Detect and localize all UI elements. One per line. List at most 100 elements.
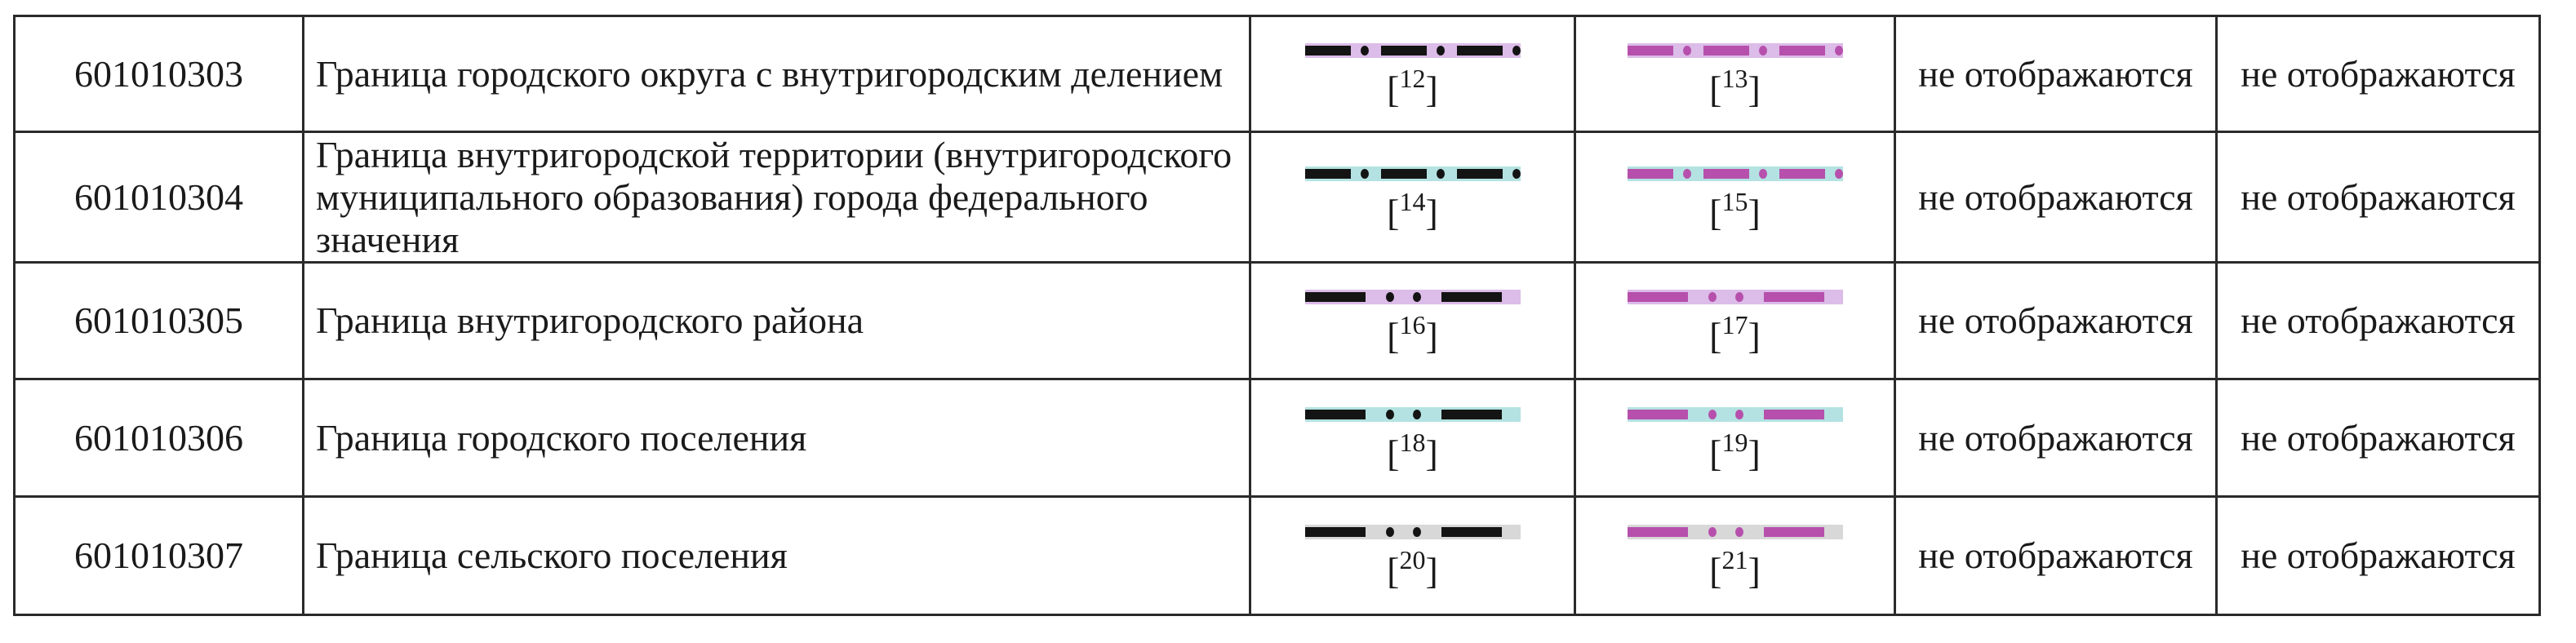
footnote-reference: [21] bbox=[1709, 545, 1761, 592]
footnote-reference: [12] bbox=[1387, 63, 1438, 110]
symbol-dot bbox=[1385, 292, 1394, 302]
symbol-dot bbox=[1708, 292, 1717, 302]
symbol-dash bbox=[1763, 409, 1824, 419]
symbol-dash bbox=[1763, 292, 1824, 302]
symbol2-cell: [17] bbox=[1574, 261, 1896, 380]
line-symbol: [18] bbox=[1251, 404, 1574, 472]
line-symbol: [21] bbox=[1576, 521, 1894, 590]
code-cell: 601010305 bbox=[13, 261, 304, 380]
symbol-dash bbox=[1441, 409, 1502, 419]
symbol-dash bbox=[1763, 527, 1824, 537]
symbol-dot bbox=[1385, 409, 1394, 419]
footnote-reference: [14] bbox=[1387, 186, 1438, 233]
symbol-dash bbox=[1779, 168, 1825, 179]
symbol2-cell: [15] bbox=[1574, 131, 1896, 264]
symbol-dot bbox=[1682, 45, 1691, 55]
symbol1-cell: [16] bbox=[1249, 261, 1576, 380]
table-row: 601010305 Граница внутригородского района… bbox=[13, 261, 2541, 380]
symbol1-cell: [12] bbox=[1249, 15, 1576, 133]
symbol2-cell: [21] bbox=[1574, 495, 1896, 616]
col5-cell: не отображаются bbox=[2215, 378, 2541, 498]
col5-cell: не отображаются bbox=[2215, 261, 2541, 380]
boundary-line-symbol bbox=[1304, 525, 1521, 539]
footnote-number: 20 bbox=[1399, 545, 1426, 574]
symbol-dash bbox=[1380, 45, 1427, 55]
table-row: 601010304 Граница внутригородской террито… bbox=[13, 131, 2541, 264]
line-symbol: [14] bbox=[1251, 163, 1574, 232]
symbol1-cell: [18] bbox=[1249, 378, 1576, 498]
footnote-reference: [15] bbox=[1709, 186, 1761, 233]
footnote-number: 17 bbox=[1721, 310, 1748, 339]
symbol-dash bbox=[1703, 45, 1749, 55]
footnote-reference: [16] bbox=[1387, 310, 1438, 357]
symbol-dash bbox=[1627, 292, 1688, 302]
boundary-line-symbol bbox=[1304, 42, 1521, 58]
col5-cell: не отображаются bbox=[2215, 131, 2541, 264]
symbol-dash bbox=[1456, 45, 1503, 55]
symbol-dot bbox=[1682, 168, 1691, 179]
footnote-number: 16 bbox=[1399, 310, 1426, 339]
symbol-dot bbox=[1734, 527, 1743, 537]
symbol-dot bbox=[1734, 409, 1743, 419]
col4-cell: не отображаются bbox=[1894, 131, 2218, 264]
footnote-reference: [20] bbox=[1387, 545, 1438, 592]
footnote-number: 12 bbox=[1399, 63, 1426, 93]
symbol-dot bbox=[1708, 409, 1717, 419]
boundary-line-symbol bbox=[1627, 406, 1843, 422]
col4-cell: не отображаются bbox=[1894, 495, 2218, 616]
line-symbol: [17] bbox=[1576, 286, 1894, 355]
symbol-dash bbox=[1627, 409, 1688, 419]
symbol1-cell: [20] bbox=[1249, 495, 1576, 616]
col4-cell: не отображаются bbox=[1894, 261, 2218, 380]
boundary-line-symbol bbox=[1304, 290, 1521, 304]
col4-cell: не отображаются bbox=[1894, 15, 2218, 133]
line-symbol: [13] bbox=[1576, 40, 1894, 109]
name-cell: Граница внутригородского района bbox=[302, 261, 1251, 380]
table-row: 601010303 Граница городского округа с вну… bbox=[13, 15, 2541, 133]
boundary-line-symbol bbox=[1627, 42, 1843, 58]
boundary-line-symbol bbox=[1627, 525, 1843, 539]
footnote-reference: [17] bbox=[1709, 310, 1761, 357]
footnote-number: 19 bbox=[1721, 427, 1748, 457]
symbol-dash bbox=[1779, 45, 1825, 55]
symbol2-cell: [13] bbox=[1574, 15, 1896, 133]
name-cell: Граница городского округа с внутригородс… bbox=[302, 15, 1251, 133]
symbol-dot bbox=[1834, 45, 1843, 55]
code-cell: 601010303 bbox=[13, 15, 304, 133]
symbol2-cell: [19] bbox=[1574, 378, 1896, 498]
symbol-dash bbox=[1456, 168, 1503, 179]
symbol-dash bbox=[1380, 168, 1427, 179]
line-symbol: [15] bbox=[1576, 163, 1894, 232]
footnote-number: 15 bbox=[1721, 186, 1748, 216]
code-cell: 601010304 bbox=[13, 131, 304, 264]
symbol-dash bbox=[1441, 292, 1502, 302]
symbol-dot bbox=[1758, 168, 1767, 179]
name-cell: Граница сельского поселения bbox=[302, 495, 1251, 616]
col5-cell: не отображаются bbox=[2215, 15, 2541, 133]
table-row: 601010306 Граница городского поселения [18… bbox=[13, 378, 2541, 498]
symbol-dot bbox=[1436, 168, 1445, 179]
table-row: 601010307 Граница сельского поселения [20]… bbox=[13, 495, 2541, 616]
footnote-reference: [13] bbox=[1709, 63, 1761, 110]
symbol-dot bbox=[1834, 168, 1843, 179]
col5-cell: не отображаются bbox=[2215, 495, 2541, 616]
boundary-line-symbol bbox=[1304, 406, 1521, 422]
footnote-number: 18 bbox=[1399, 427, 1426, 457]
symbol-dash bbox=[1627, 527, 1688, 537]
symbol1-cell: [14] bbox=[1249, 131, 1576, 264]
line-symbol: [16] bbox=[1251, 286, 1574, 355]
boundary-symbols-table: 601010303 Граница городского округа с вну… bbox=[13, 15, 2541, 616]
symbol-dot bbox=[1360, 168, 1369, 179]
symbol-dash bbox=[1627, 168, 1673, 179]
line-symbol: [12] bbox=[1251, 40, 1574, 109]
symbol-dot bbox=[1385, 527, 1394, 537]
symbol-dot bbox=[1512, 168, 1521, 179]
boundary-line-symbol bbox=[1627, 166, 1843, 181]
symbol-dot bbox=[1734, 292, 1743, 302]
symbol-dot bbox=[1758, 45, 1767, 55]
symbol-dash bbox=[1703, 168, 1749, 179]
footnote-reference: [19] bbox=[1709, 427, 1761, 474]
name-cell: Граница внутригородской территории (внут… bbox=[302, 131, 1251, 264]
code-cell: 601010307 bbox=[13, 495, 304, 616]
line-symbol: [20] bbox=[1251, 521, 1574, 590]
